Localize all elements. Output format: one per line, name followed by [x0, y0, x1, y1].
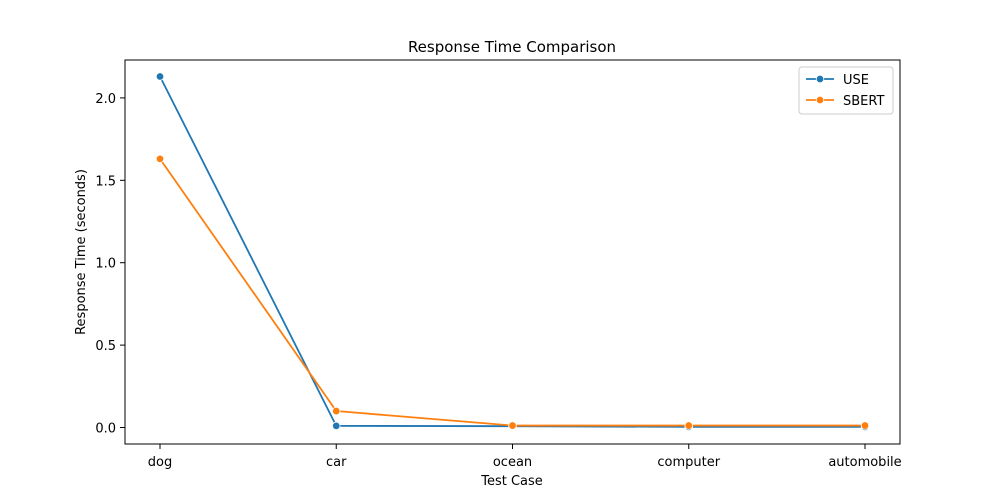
legend-label: USE: [843, 73, 869, 88]
legend: USE SBERT: [798, 66, 894, 115]
data-point: [155, 72, 165, 81]
x-tick-label: dog: [148, 455, 172, 470]
legend-swatch-marker: [815, 95, 825, 105]
data-point: [684, 421, 693, 430]
x-axis: dog car ocean computer automobile: [148, 444, 902, 470]
data-point: [860, 421, 870, 430]
legend-label: SBERT: [843, 94, 884, 109]
x-axis-label: Test Case: [480, 474, 543, 489]
y-tick-label: 2.0: [95, 92, 116, 107]
y-axis: 0.0 0.5 1.0 1.5 2.0: [95, 92, 125, 437]
data-point: [332, 406, 341, 416]
series-line: [159, 158, 865, 427]
y-axis-label: Response Time (seconds): [74, 169, 89, 335]
legend-item-use: USE: [806, 73, 869, 88]
series-sbert: [155, 154, 870, 430]
y-tick-label: 1.0: [95, 257, 116, 272]
y-tick-label: 1.5: [95, 174, 116, 189]
x-tick-label: car: [326, 455, 347, 470]
data-point: [155, 154, 165, 164]
x-tick-label: automobile: [828, 455, 901, 470]
legend-item-sbert: SBERT: [806, 94, 884, 109]
x-tick-label: computer: [657, 455, 720, 470]
series-line: [159, 76, 865, 428]
plot-area-frame: [124, 59, 901, 445]
legend-swatch-marker: [815, 74, 825, 84]
series-use: [155, 72, 870, 432]
series-layer: [155, 72, 870, 432]
x-tick-label: ocean: [493, 455, 532, 470]
chart-title: Response Time Comparison: [408, 38, 616, 56]
data-point: [508, 421, 517, 430]
data-point: [332, 421, 341, 431]
y-tick-label: 0.5: [95, 339, 116, 354]
y-tick-label: 0.0: [95, 422, 116, 437]
